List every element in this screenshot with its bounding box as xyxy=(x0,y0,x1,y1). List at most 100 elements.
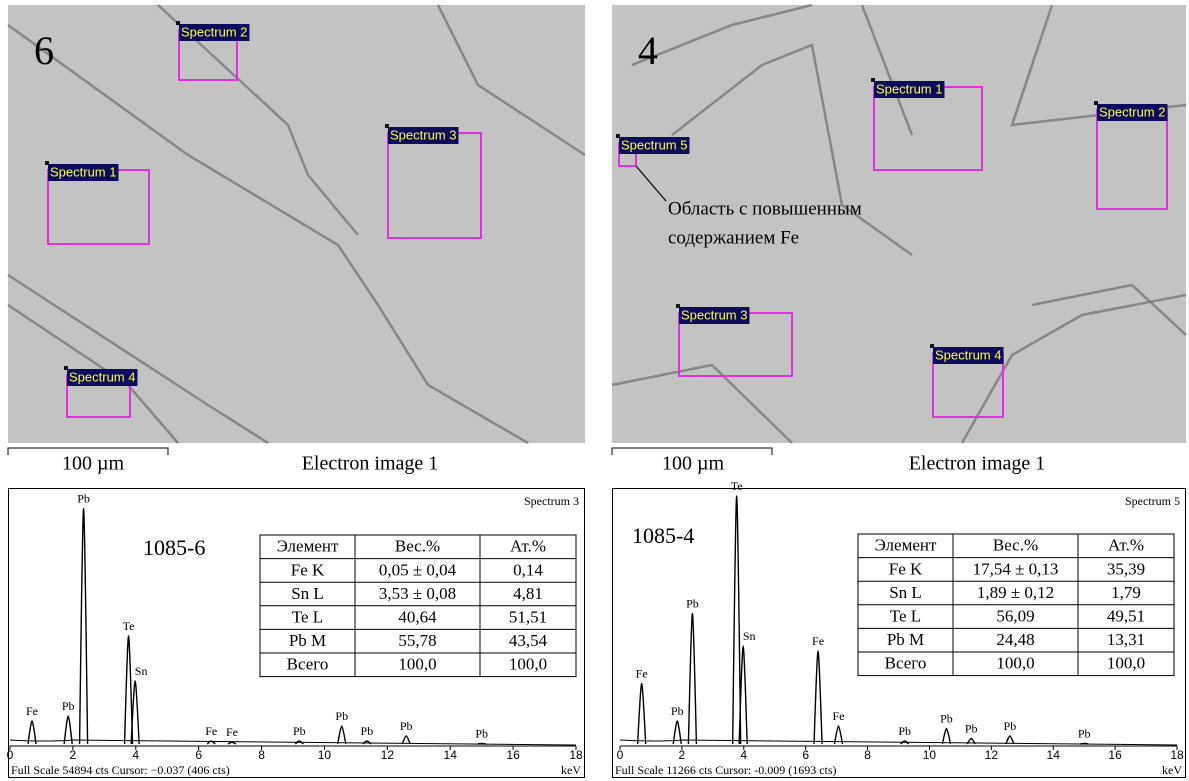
x-tick-label: 4 xyxy=(132,748,139,762)
table-cell: 100,0 xyxy=(996,654,1034,673)
x-tick-label: 10 xyxy=(318,748,332,762)
spectrum-corner xyxy=(45,161,49,165)
table-cell: Ат.% xyxy=(1108,536,1144,555)
table-cell: Te L xyxy=(292,608,323,627)
peak-label: Pb xyxy=(335,709,348,723)
x-tick-label: 18 xyxy=(1170,748,1184,762)
table-cell: 56,09 xyxy=(996,607,1034,626)
peak-label: Fe xyxy=(832,709,844,723)
image-label: 6 xyxy=(34,28,54,73)
peak-label: Sn xyxy=(743,629,756,643)
spectrum-label: Spectrum 2 xyxy=(1099,104,1165,119)
spectrum-label: Spectrum 3 xyxy=(390,127,456,142)
spectrum-label: Spectrum 3 xyxy=(681,307,747,322)
x-tick-label: 14 xyxy=(1047,748,1061,762)
x-tick-label: 2 xyxy=(679,748,686,762)
peak-label: Sn xyxy=(135,664,148,678)
image-caption: Electron image 1 xyxy=(302,453,439,475)
spectrum-footer: Full Scale 54894 cts Cursor: −0.037 (406… xyxy=(11,763,230,777)
spectrum-label: Spectrum 4 xyxy=(69,369,135,384)
table-cell: Fe K xyxy=(889,559,923,578)
table-cell: 1,79 xyxy=(1111,583,1141,602)
peak-label: Pb xyxy=(293,724,306,738)
table-cell: 55,78 xyxy=(398,631,436,650)
spectrum-corner xyxy=(64,366,68,370)
table-cell: Элемент xyxy=(277,537,339,556)
image-background xyxy=(612,5,1186,443)
peak-label: Pb xyxy=(940,711,953,725)
sample-label: 1085-4 xyxy=(632,523,694,548)
x-tick-label: 8 xyxy=(258,748,265,762)
peak-label: Fe xyxy=(205,724,217,738)
table-cell: Sn L xyxy=(291,584,324,603)
peak-label: Te xyxy=(123,619,135,633)
x-tick-label: 12 xyxy=(985,748,999,762)
image-label: 4 xyxy=(638,28,658,73)
peak-label: Pb xyxy=(62,699,75,713)
x-tick-label: 12 xyxy=(381,748,395,762)
table-cell: Элемент xyxy=(875,536,937,555)
figure: 6 Spectrum 2 Spectrum 1 Spectrum 3 Spectrum … xyxy=(0,0,1189,781)
image-caption: Electron image 1 xyxy=(909,453,1046,475)
x-tick-label: 16 xyxy=(1108,748,1122,762)
spectrum-corner xyxy=(676,304,680,308)
x-unit: keV xyxy=(1162,763,1182,777)
table-cell: Te L xyxy=(890,607,921,626)
table-cell: 43,54 xyxy=(509,631,548,650)
sample-label: 1085-6 xyxy=(143,535,205,560)
table-cell: 100,0 xyxy=(509,655,547,674)
peak-label: Pb xyxy=(1078,726,1091,740)
peak-label: Pb xyxy=(898,724,911,738)
peak-label: Te xyxy=(731,479,743,493)
x-tick-label: 18 xyxy=(569,748,583,762)
spectrum-label: Spectrum 4 xyxy=(935,347,1001,362)
peak-label: Fe xyxy=(26,704,38,718)
table-cell: 17,54 ± 0,13 xyxy=(973,559,1059,578)
table-cell: 100,0 xyxy=(398,655,436,674)
table-cell: Fe K xyxy=(291,560,325,579)
peak-label: Fe xyxy=(636,666,648,680)
x-tick-label: 16 xyxy=(506,748,520,762)
spectrum-corner xyxy=(616,134,620,138)
table-cell: 100,0 xyxy=(1107,654,1145,673)
annotation: Область с повышенным xyxy=(668,198,862,219)
annotation: содержанием Fe xyxy=(668,227,799,248)
peak-label: Pb xyxy=(400,719,413,733)
table-cell: 49,51 xyxy=(1107,607,1145,626)
spectrum-corner xyxy=(176,21,180,25)
peak-label: Pb xyxy=(1004,719,1017,733)
x-tick-label: 10 xyxy=(923,748,937,762)
spectrum-corner xyxy=(871,78,875,82)
table-cell: 35,39 xyxy=(1107,559,1145,578)
x-tick-label: 4 xyxy=(740,748,747,762)
x-unit: keV xyxy=(561,763,581,777)
table-cell: 51,51 xyxy=(509,608,547,627)
spectrum-label: Spectrum 1 xyxy=(50,164,116,179)
table-cell: 0,05 ± 0,04 xyxy=(379,560,457,579)
spectrum-corner xyxy=(930,344,934,348)
spectrum-label: Spectrum 1 xyxy=(876,81,942,96)
x-tick-label: 6 xyxy=(802,748,809,762)
spectrum-title: Spectrum 3 xyxy=(524,494,579,508)
x-tick-label: 8 xyxy=(864,748,871,762)
scale-bar-label: 100 µm xyxy=(662,453,725,475)
table-cell: Всего xyxy=(287,655,329,674)
x-tick-label: 0 xyxy=(7,748,14,762)
peak-label: Pb xyxy=(77,491,90,505)
spectrum-corner xyxy=(385,124,389,128)
peak-label: Pb xyxy=(965,721,978,735)
table-cell: 4,81 xyxy=(513,584,543,603)
peak-label: Pb xyxy=(671,704,684,718)
scale-bar-label: 100 µm xyxy=(62,453,125,475)
table-cell: 24,48 xyxy=(996,630,1034,649)
table-cell: Pb M xyxy=(887,630,924,649)
table-cell: Pb M xyxy=(289,631,326,650)
x-tick-label: 0 xyxy=(617,748,624,762)
peak-label: Fe xyxy=(812,634,824,648)
table-cell: 0,14 xyxy=(513,560,543,579)
table-cell: 3,53 ± 0,08 xyxy=(379,584,456,603)
